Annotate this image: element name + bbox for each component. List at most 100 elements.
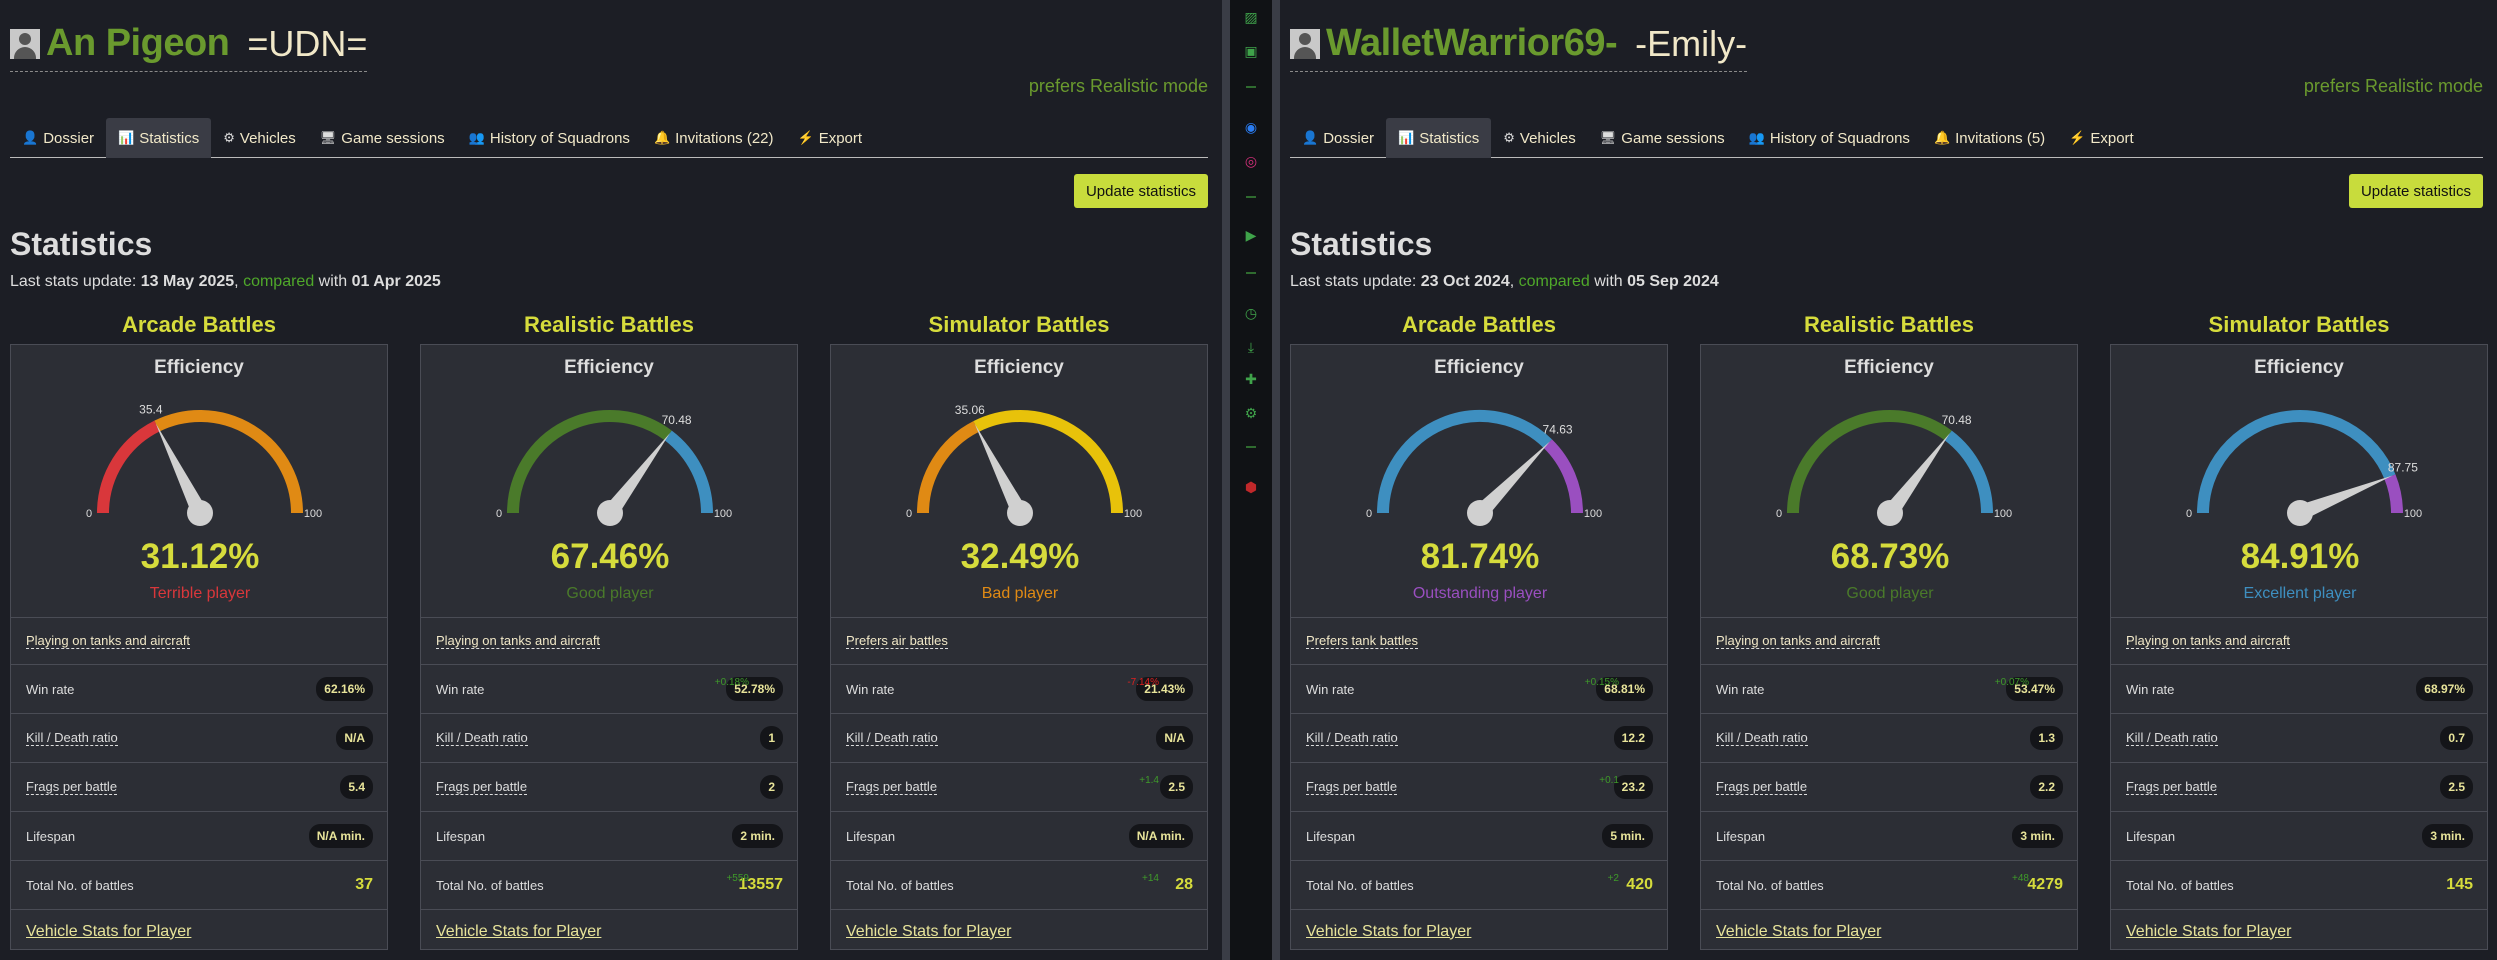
- compare-date: 05 Sep 2024: [1627, 273, 1719, 290]
- tab-label: Game sessions: [1621, 129, 1725, 147]
- vehicle-stats-link[interactable]: Vehicle Stats for Player: [26, 922, 192, 940]
- notes-icon[interactable]: ▣: [1244, 42, 1258, 59]
- vehicle-stats-link[interactable]: Vehicle Stats for Player: [846, 922, 1012, 940]
- vehicle-stats-link[interactable]: Vehicle Stats for Player: [1306, 922, 1472, 940]
- instagram-icon[interactable]: ◎: [1244, 152, 1258, 169]
- tab-invitations[interactable]: 🔔 Invitations (5): [1922, 118, 2057, 158]
- focus-label[interactable]: Playing on tanks and aircraft: [2126, 633, 2291, 649]
- tab-game[interactable]: 🖥 Game sessions: [1588, 118, 1737, 158]
- shield-icon[interactable]: ⬢: [1244, 478, 1258, 495]
- vehicle-stats-link[interactable]: Vehicle Stats for Player: [436, 922, 602, 940]
- kd-row-label[interactable]: Kill / Death ratio: [26, 730, 118, 746]
- tab-game[interactable]: 🖥 Game sessions: [308, 118, 457, 158]
- total-battles-row: Total No. of battles +48 4279: [1701, 860, 2077, 909]
- kd-row: Kill / Death ratio 0.7: [2111, 713, 2487, 762]
- focus-label[interactable]: Prefers air battles: [846, 633, 948, 649]
- mode-card: Efficiency 70.48 0 100 68.73% Good player Play…: [1700, 344, 2078, 950]
- side-strip: ▨ ▣ ◉ ◎ ▶ ◷ ⤓ ✚ ⚙ ⬢: [1230, 0, 1272, 960]
- efficiency-gauge: 87.75 0 100: [2111, 395, 2489, 535]
- frags-row-label[interactable]: Frags per battle: [1306, 779, 1398, 795]
- gauge-needle: [974, 423, 1028, 517]
- frags-row-value: 23.2: [1613, 775, 1653, 799]
- frags-row-change: +0.1: [1599, 775, 1619, 786]
- kd-row-label[interactable]: Kill / Death ratio: [1306, 730, 1398, 746]
- tab-statistics[interactable]: 📊 Statistics: [106, 118, 212, 158]
- puzzle-icon[interactable]: ✚: [1245, 370, 1257, 387]
- win-rate-row: Win rate 62.16%: [11, 664, 387, 713]
- tab-vehicles[interactable]: ⚙ Vehicles: [1491, 118, 1588, 158]
- frags-row-label[interactable]: Frags per battle: [2126, 779, 2218, 795]
- gauge-arc-high: [154, 410, 303, 514]
- frags-row-label[interactable]: Frags per battle: [26, 779, 118, 795]
- frags-row-label[interactable]: Frags per battle: [846, 779, 938, 795]
- player-rating: Bad player: [981, 585, 1059, 602]
- tab-invitations[interactable]: 🔔 Invitations (22): [642, 118, 786, 158]
- frags-row-label[interactable]: Frags per battle: [436, 779, 528, 795]
- gauge-arc-low: [507, 410, 672, 514]
- total-battles-row: Total No. of battles +14 28: [831, 860, 1207, 909]
- win-rate-row-value: 62.16%: [316, 677, 373, 701]
- tab-icon: ⚡: [2069, 130, 2086, 145]
- gauge-arc-high: [1543, 439, 1583, 514]
- tab-export[interactable]: ⚡ Export: [2057, 118, 2146, 158]
- tab-vehicles[interactable]: ⚙ Vehicles: [211, 118, 308, 158]
- download-icon[interactable]: ⤓: [1247, 338, 1255, 355]
- player-rating: Good player: [1846, 585, 1934, 602]
- lifespan-row-label: Lifespan: [1306, 828, 1356, 844]
- frags-row-value: 2.5: [1160, 775, 1193, 799]
- kd-row-label[interactable]: Kill / Death ratio: [846, 730, 938, 746]
- lifespan-row: Lifespan 3 min.: [2111, 811, 2487, 860]
- kd-row-label[interactable]: Kill / Death ratio: [1716, 730, 1808, 746]
- kd-row-label[interactable]: Kill / Death ratio: [2126, 730, 2218, 746]
- chart-icon[interactable]: ▨: [1244, 8, 1258, 25]
- efficiency-label: Efficiency: [564, 357, 654, 378]
- tab-statistics[interactable]: 📊 Statistics: [1386, 118, 1492, 158]
- gauge-arc-low: [1787, 410, 1952, 514]
- lifespan-row-label: Lifespan: [436, 828, 486, 844]
- vehicle-stats-row: Vehicle Stats for Player: [831, 909, 1207, 953]
- tab-icon: ⚙: [1503, 130, 1515, 145]
- tab-label: Dossier: [43, 129, 95, 147]
- strip-separator: [1246, 272, 1256, 274]
- kd-row-label[interactable]: Kill / Death ratio: [436, 730, 528, 746]
- focus-label[interactable]: Prefers tank battles: [1306, 633, 1418, 649]
- focus-label[interactable]: Playing on tanks and aircraft: [1716, 633, 1881, 649]
- lifespan-row-label: Lifespan: [2126, 828, 2176, 844]
- tab-dossier[interactable]: 👤 Dossier: [10, 118, 106, 158]
- play-icon[interactable]: ▶: [1245, 226, 1257, 243]
- clock-icon[interactable]: ◷: [1244, 304, 1258, 321]
- tab-history[interactable]: 👥 History of Squadrons: [457, 118, 642, 158]
- frags-row-change: +1.4: [1139, 775, 1159, 786]
- update-statistics-button[interactable]: Update statistics: [1073, 174, 1208, 208]
- tab-export[interactable]: ⚡ Export: [786, 118, 875, 158]
- tab-dossier[interactable]: 👤 Dossier: [1290, 118, 1386, 158]
- gauge-arc-high: [664, 430, 713, 514]
- gauge-arc-low: [2197, 410, 2396, 514]
- focus-label[interactable]: Playing on tanks and aircraft: [26, 633, 191, 649]
- compared-link[interactable]: compared: [1518, 273, 1590, 290]
- kd-row: Kill / Death ratio 1: [421, 713, 797, 762]
- frags-row-value: 2: [760, 775, 783, 799]
- update-statistics-button[interactable]: Update statistics: [2348, 174, 2483, 208]
- tab-label: Export: [2090, 129, 2134, 147]
- focus-label[interactable]: Playing on tanks and aircraft: [436, 633, 601, 649]
- gauge-value-label: 87.75: [2388, 460, 2418, 474]
- vehicle-stats-link[interactable]: Vehicle Stats for Player: [2126, 922, 2292, 940]
- compared-link[interactable]: compared: [243, 273, 315, 290]
- settings-icon[interactable]: ⚙: [1244, 404, 1258, 421]
- squadron-tag[interactable]: =UDN=: [247, 22, 368, 64]
- win-rate-row-value: 52.78%: [726, 677, 783, 701]
- frags-row-label[interactable]: Frags per battle: [1716, 779, 1808, 795]
- squadron-tag[interactable]: -Emily-: [1635, 22, 1748, 64]
- efficiency-label: Efficiency: [154, 357, 244, 378]
- vehicle-stats-link[interactable]: Vehicle Stats for Player: [1716, 922, 1882, 940]
- messenger-icon[interactable]: ◉: [1244, 118, 1258, 135]
- tab-history[interactable]: 👥 History of Squadrons: [1737, 118, 1922, 158]
- pane-divider-right[interactable]: [1272, 0, 1280, 960]
- total-battles-row: Total No. of battles 145: [2111, 860, 2487, 909]
- pane-divider[interactable]: [1222, 0, 1230, 960]
- mode-title: Arcade Battles: [1401, 312, 1557, 337]
- focus-row: Prefers air battles: [831, 617, 1207, 664]
- tab-label: Invitations (5): [1955, 129, 2046, 147]
- gauge-arc-high: [973, 410, 1123, 514]
